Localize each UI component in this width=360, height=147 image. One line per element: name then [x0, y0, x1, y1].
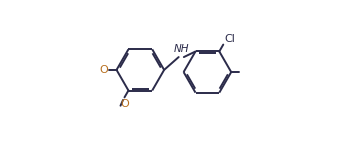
Text: NH: NH [174, 44, 189, 54]
Text: Cl: Cl [224, 34, 235, 44]
Text: O: O [120, 99, 129, 109]
Text: O: O [99, 65, 108, 75]
